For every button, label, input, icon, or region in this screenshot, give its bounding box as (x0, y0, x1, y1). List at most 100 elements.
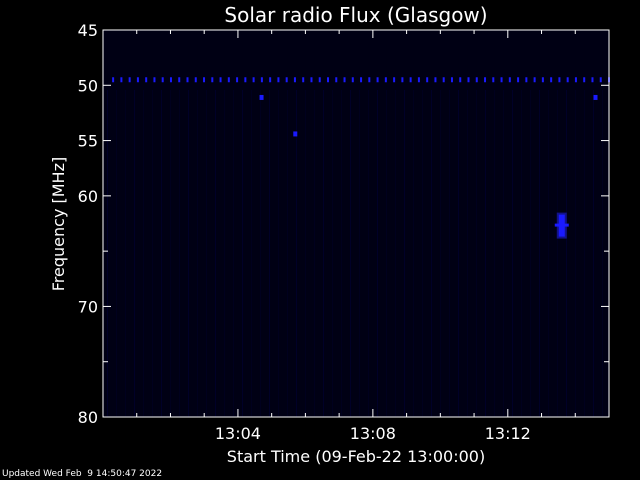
background-streak (440, 90, 441, 417)
x-tick-label: 13:12 (485, 424, 531, 443)
band-dash (293, 77, 296, 83)
burst-mark (554, 223, 569, 227)
band-dash (426, 77, 429, 83)
x-axis: 13:04 13:08 13:12 (136, 30, 576, 443)
band-dash (203, 77, 206, 83)
band-dash (161, 77, 164, 83)
background-streak (458, 90, 459, 417)
background-streak (584, 90, 585, 417)
band-dash (302, 77, 305, 83)
background-streak (359, 90, 360, 417)
background-streak (548, 90, 549, 417)
band-dash (508, 77, 511, 83)
background-streak (296, 90, 297, 417)
band-dash (409, 77, 412, 83)
band-dash (484, 77, 487, 83)
y-tick-label: 50 (78, 76, 98, 95)
band-dash (335, 77, 338, 83)
band-dash (351, 77, 354, 83)
background-streak (197, 90, 198, 417)
background-streak (242, 90, 243, 417)
band-dash (533, 77, 536, 83)
band-dash (599, 77, 602, 83)
band-dash (574, 77, 577, 83)
spot-mark (293, 131, 298, 137)
band-dash (525, 77, 528, 83)
background-streak (422, 90, 423, 417)
band-dash (186, 77, 189, 83)
y-axis-label: Frequency [MHz] (49, 157, 68, 291)
band-dash (244, 77, 247, 83)
band-dash (550, 77, 553, 83)
background-streak (314, 90, 315, 417)
background-streak (179, 90, 180, 417)
chart-title: Solar radio Flux (Glasgow) (224, 3, 487, 27)
spectrogram-marks (107, 77, 610, 417)
spot-mark (259, 94, 264, 100)
background-streak (368, 90, 369, 417)
y-tick-label: 80 (78, 408, 98, 427)
band-dash (169, 77, 172, 83)
plot-frame (102, 29, 610, 418)
band-dash (467, 77, 470, 83)
background-streak (485, 90, 486, 417)
band-dash (178, 77, 181, 83)
background-streak (386, 90, 387, 417)
y-axis: 45 50 55 60 70 80 (78, 21, 609, 427)
band-dash (136, 77, 139, 83)
band-dash (327, 77, 330, 83)
band-dash (368, 77, 371, 83)
background-streak (305, 90, 306, 417)
background-streak (575, 90, 576, 417)
background-streak (170, 90, 171, 417)
background-streak (476, 90, 477, 417)
background-streak (251, 90, 252, 417)
band-dash (459, 77, 462, 83)
band-dash (219, 77, 222, 83)
background-streak (116, 90, 117, 417)
band-dash (153, 77, 156, 83)
band-dash (252, 77, 255, 83)
band-dash (517, 77, 520, 83)
y-tick-label: 60 (78, 187, 98, 206)
band-dash (475, 77, 478, 83)
band-dash (310, 77, 313, 83)
background-streak (350, 90, 351, 417)
background-streak (467, 90, 468, 417)
band-dash (145, 77, 148, 83)
band-dash (120, 77, 123, 83)
background-streak (530, 90, 531, 417)
background-streak (593, 90, 594, 417)
background-streak (287, 90, 288, 417)
background-streak (602, 90, 603, 417)
background-streak (323, 90, 324, 417)
band-dash (442, 77, 445, 83)
background-streak (431, 90, 432, 417)
band-dash (591, 77, 594, 83)
background-streak (125, 90, 126, 417)
band-dash (384, 77, 387, 83)
background-streak (107, 90, 108, 417)
x-tick-label: 13:04 (215, 424, 261, 443)
band-dash (492, 77, 495, 83)
background-streak (377, 90, 378, 417)
band-dash (417, 77, 420, 83)
band-dash (450, 77, 453, 83)
band-dash (211, 77, 214, 83)
band-dash (269, 77, 272, 83)
background-streak (341, 90, 342, 417)
band-dash (393, 77, 396, 83)
band-dash (260, 77, 263, 83)
band-dash (343, 77, 346, 83)
background-streak (557, 90, 558, 417)
x-axis-label: Start Time (09-Feb-22 13:00:00) (227, 447, 485, 466)
background-streak (413, 90, 414, 417)
band-dash (194, 77, 197, 83)
band-dash (277, 77, 280, 83)
background-streak (521, 90, 522, 417)
band-dash (112, 77, 115, 83)
background-streak (278, 90, 279, 417)
background-streak (233, 90, 234, 417)
band-dash (376, 77, 379, 83)
